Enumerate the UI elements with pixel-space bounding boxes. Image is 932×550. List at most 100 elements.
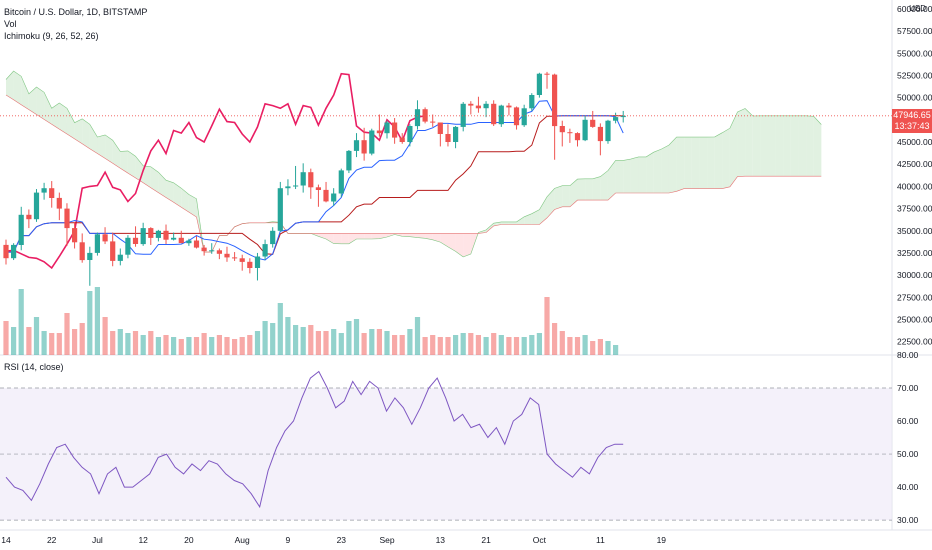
candle-body	[430, 121, 436, 123]
volume-bar	[110, 331, 116, 355]
volume-bar	[56, 333, 62, 355]
time-tick-label: Aug	[235, 535, 250, 545]
candle-body	[18, 214, 24, 245]
candle-body	[369, 130, 375, 154]
volume-bar	[315, 331, 321, 355]
ichimoku-cloud-segment	[356, 233, 365, 239]
ichimoku-cloud-segment	[188, 194, 197, 217]
candle-body	[529, 95, 535, 109]
volume-bar	[475, 335, 481, 355]
candle-body	[399, 137, 405, 142]
rsi-tick-label: 80.00	[897, 350, 919, 360]
ichimoku-cloud-segment	[699, 137, 708, 189]
volume-bar	[163, 335, 169, 355]
symbol-title[interactable]: Bitcoin / U.S. Dollar, 1D, BITSTAMP	[4, 7, 148, 17]
ichimoku-cloud-segment	[166, 180, 174, 203]
candle-body	[232, 257, 238, 259]
candle-body	[140, 228, 146, 245]
candle-body	[582, 119, 588, 141]
ichimoku-cloud-segment	[562, 185, 570, 207]
ichimoku-cloud-segment	[379, 233, 387, 239]
ichimoku-cloud-segment	[630, 156, 639, 194]
volume-bar	[300, 327, 306, 355]
volume-bar	[483, 337, 489, 355]
ichimoku-cloud-segment	[684, 137, 692, 189]
volume-bar	[201, 333, 207, 355]
axis-unit: USD	[909, 4, 926, 13]
volume-bar	[216, 335, 222, 355]
ichimoku-cloud-segment	[59, 102, 67, 135]
volume-bar	[392, 335, 398, 355]
ichimoku-cloud-segment	[737, 108, 746, 177]
candle-body	[224, 253, 230, 258]
candle-body	[163, 230, 169, 240]
ichimoku-legend[interactable]: Ichimoku (9, 26, 52, 26)	[4, 31, 99, 41]
ichimoku-cloud-segment	[463, 233, 471, 257]
ichimoku-cloud-segment	[409, 233, 418, 238]
candle-body	[468, 103, 474, 106]
ichimoku-cloud-segment	[516, 216, 525, 225]
time-tick-label: 12	[138, 535, 148, 545]
candle-body	[331, 193, 337, 202]
candle-body	[193, 240, 200, 248]
time-tick-label: 22	[47, 535, 57, 545]
candle-body	[567, 132, 573, 134]
candle-body	[552, 74, 558, 127]
volume-bar	[331, 329, 337, 355]
volume-bar	[338, 333, 344, 355]
rsi-legend[interactable]: RSI (14, close)	[4, 362, 64, 372]
conversion-line	[6, 100, 624, 261]
rsi-tick-label: 70.00	[897, 383, 919, 393]
candle-body	[270, 230, 276, 245]
time-tick-label: 14	[1, 535, 11, 545]
ichimoku-cloud-segment	[348, 233, 357, 244]
volume-bar	[277, 303, 283, 355]
candle-body	[483, 103, 489, 109]
volume-bar	[567, 337, 573, 355]
ichimoku-cloud-segment	[592, 176, 601, 201]
rsi-tick-label: 60.00	[897, 416, 919, 426]
price-tick-label: 45000.00	[897, 137, 932, 147]
volume-bar	[148, 331, 154, 355]
ichimoku-cloud-segment	[326, 233, 334, 244]
candle-body	[300, 172, 306, 186]
candle-body	[346, 150, 352, 171]
ichimoku-cloud-segment	[752, 115, 761, 177]
candle-body	[110, 241, 116, 261]
candle-body	[315, 187, 321, 190]
volume-bar	[41, 331, 47, 355]
ichimoku-cloud-segment	[105, 134, 113, 164]
ichimoku-cloud-segment	[661, 145, 669, 194]
ichimoku-cloud-segment	[82, 118, 90, 149]
ichimoku-cloud-segment	[341, 233, 349, 244]
candle-body	[262, 244, 268, 257]
volume-bar	[125, 333, 131, 355]
volume-bar	[361, 333, 367, 355]
candle-body	[422, 109, 428, 122]
candle-body	[620, 115, 626, 118]
candle-body	[590, 119, 596, 127]
volume-legend[interactable]: Vol	[4, 19, 17, 29]
volume-bar	[346, 321, 352, 355]
ichimoku-cloud-segment	[790, 115, 799, 177]
candle-body	[544, 73, 550, 75]
volume-bar	[262, 321, 268, 355]
volume-bar	[140, 335, 146, 355]
ichimoku-cloud-segment	[813, 116, 822, 177]
candle-body	[254, 256, 261, 268]
ichimoku-cloud-segment	[44, 92, 52, 125]
ichimoku-cloud-segment	[531, 209, 540, 225]
volume-bar	[94, 287, 100, 355]
ichimoku-cloud-segment	[729, 112, 738, 187]
volume-bar	[155, 337, 161, 355]
time-tick-label: 13	[436, 535, 446, 545]
candle-body	[125, 237, 131, 255]
volume-bar	[605, 341, 611, 355]
price-tick-label: 55000.00	[897, 48, 932, 58]
ichimoku-cloud-segment	[600, 170, 608, 201]
candle-body	[102, 234, 108, 242]
candle-body	[201, 247, 207, 252]
candle-body	[178, 237, 184, 244]
ichimoku-cloud-segment	[638, 156, 647, 194]
